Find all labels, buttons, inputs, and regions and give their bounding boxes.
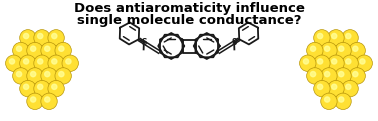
Circle shape	[41, 42, 57, 59]
Circle shape	[339, 72, 344, 77]
Circle shape	[353, 72, 358, 77]
Circle shape	[41, 93, 57, 110]
Circle shape	[328, 80, 344, 97]
Circle shape	[16, 46, 22, 51]
Circle shape	[332, 33, 337, 39]
Circle shape	[55, 68, 71, 84]
Circle shape	[349, 42, 366, 59]
Circle shape	[55, 42, 71, 59]
Circle shape	[342, 30, 358, 46]
Circle shape	[59, 72, 64, 77]
Circle shape	[20, 80, 36, 97]
Circle shape	[300, 55, 316, 71]
Circle shape	[335, 42, 351, 59]
Circle shape	[41, 68, 57, 84]
Circle shape	[23, 84, 29, 89]
Circle shape	[27, 68, 43, 84]
Circle shape	[310, 72, 316, 77]
Circle shape	[339, 97, 344, 102]
Circle shape	[37, 59, 43, 64]
Circle shape	[23, 59, 29, 64]
Circle shape	[314, 55, 330, 71]
Text: S: S	[231, 38, 237, 47]
Circle shape	[321, 68, 337, 84]
Circle shape	[321, 42, 337, 59]
Circle shape	[45, 72, 50, 77]
Text: single molecule conductance?: single molecule conductance?	[77, 14, 301, 27]
Circle shape	[48, 80, 64, 97]
Circle shape	[345, 59, 351, 64]
Circle shape	[48, 55, 64, 71]
Circle shape	[328, 30, 344, 46]
Circle shape	[321, 93, 337, 110]
Circle shape	[356, 55, 372, 71]
Circle shape	[342, 55, 358, 71]
Circle shape	[325, 72, 330, 77]
Circle shape	[9, 59, 15, 64]
Circle shape	[45, 46, 50, 51]
Circle shape	[52, 33, 57, 39]
Circle shape	[345, 84, 351, 89]
Circle shape	[27, 42, 43, 59]
Circle shape	[353, 46, 358, 51]
Circle shape	[332, 84, 337, 89]
Circle shape	[12, 42, 29, 59]
Circle shape	[314, 30, 330, 46]
Circle shape	[318, 84, 323, 89]
Circle shape	[332, 59, 337, 64]
Circle shape	[31, 46, 36, 51]
Circle shape	[37, 33, 43, 39]
Circle shape	[6, 55, 22, 71]
Circle shape	[34, 80, 50, 97]
Circle shape	[62, 55, 78, 71]
Circle shape	[48, 30, 64, 46]
Circle shape	[339, 46, 344, 51]
Circle shape	[360, 59, 365, 64]
Circle shape	[342, 80, 358, 97]
Circle shape	[325, 97, 330, 102]
Circle shape	[45, 97, 50, 102]
Circle shape	[304, 59, 308, 64]
Circle shape	[34, 55, 50, 71]
Circle shape	[27, 93, 43, 110]
Circle shape	[31, 97, 36, 102]
Circle shape	[307, 42, 323, 59]
Circle shape	[318, 33, 323, 39]
Circle shape	[16, 72, 22, 77]
Circle shape	[59, 46, 64, 51]
Circle shape	[310, 46, 316, 51]
Circle shape	[318, 59, 323, 64]
Circle shape	[307, 68, 323, 84]
Text: Does antiaromaticity influence: Does antiaromaticity influence	[74, 2, 304, 15]
Text: S: S	[141, 38, 147, 47]
Circle shape	[335, 68, 351, 84]
Circle shape	[12, 68, 29, 84]
Circle shape	[66, 59, 71, 64]
Circle shape	[31, 72, 36, 77]
Circle shape	[52, 84, 57, 89]
Circle shape	[20, 55, 36, 71]
Circle shape	[52, 59, 57, 64]
Circle shape	[349, 68, 366, 84]
Circle shape	[23, 33, 29, 39]
Circle shape	[335, 93, 351, 110]
Circle shape	[314, 80, 330, 97]
Circle shape	[20, 30, 36, 46]
Circle shape	[37, 84, 43, 89]
Circle shape	[34, 30, 50, 46]
Circle shape	[345, 33, 351, 39]
Circle shape	[325, 46, 330, 51]
Circle shape	[328, 55, 344, 71]
